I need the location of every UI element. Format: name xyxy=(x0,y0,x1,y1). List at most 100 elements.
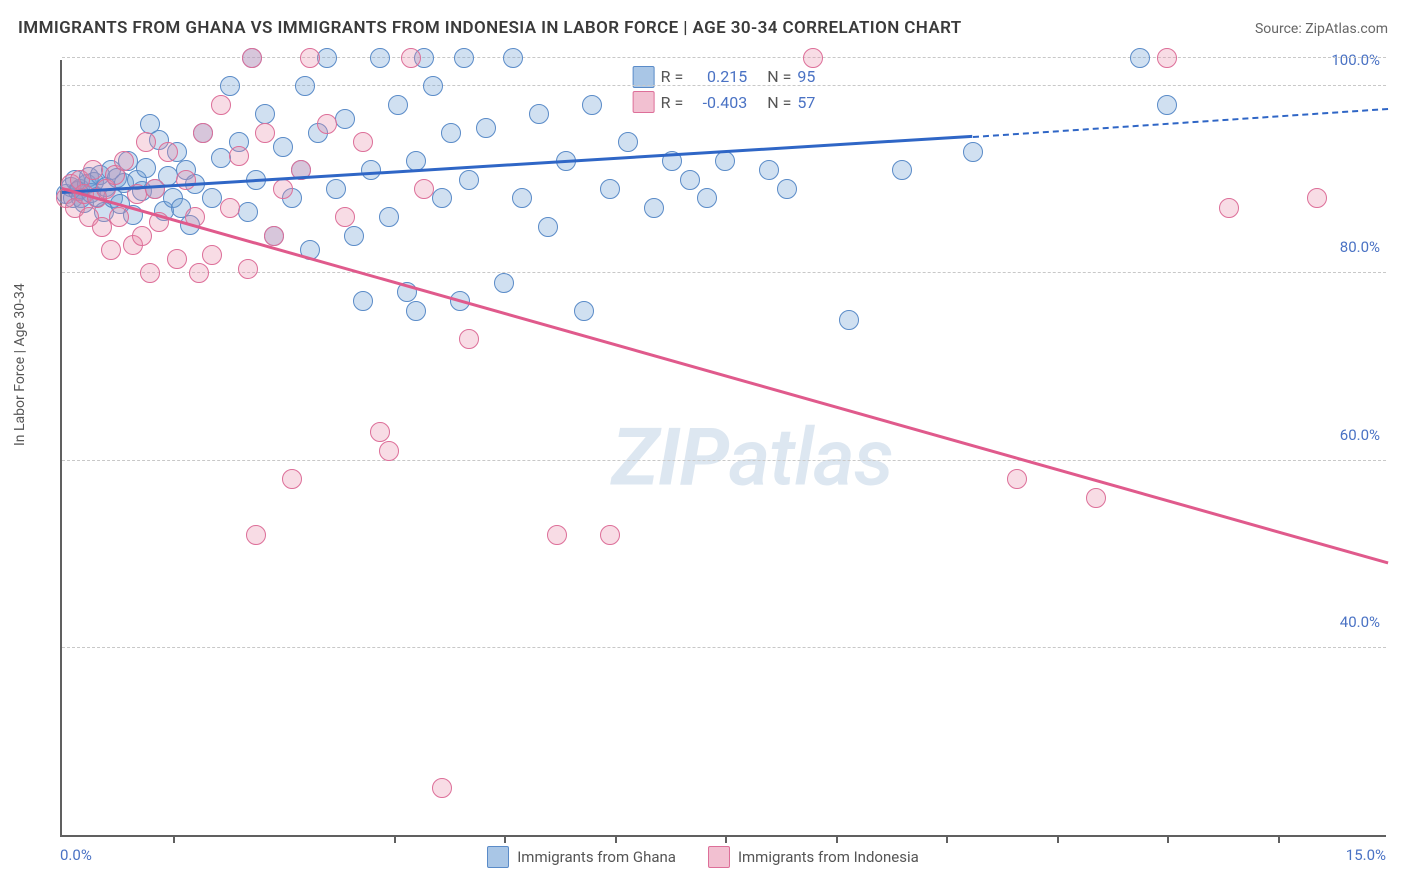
regression-line-extended xyxy=(972,107,1388,137)
data-point xyxy=(335,109,355,129)
n-value: 57 xyxy=(797,90,815,116)
data-point xyxy=(370,422,390,442)
data-point xyxy=(242,48,262,68)
data-point xyxy=(361,160,381,180)
data-point xyxy=(132,226,152,246)
data-point xyxy=(414,179,434,199)
chart-title: IMMIGRANTS FROM GHANA VS IMMIGRANTS FROM… xyxy=(18,18,962,38)
data-point xyxy=(109,207,129,227)
data-point xyxy=(715,151,735,171)
data-point xyxy=(423,76,443,96)
data-point xyxy=(326,179,346,199)
data-point xyxy=(476,118,496,138)
x-tick-label: 15.0% xyxy=(1346,846,1386,864)
data-point xyxy=(145,179,165,199)
data-point xyxy=(353,291,373,311)
y-tick-label: 100.0% xyxy=(1331,51,1380,69)
x-tick xyxy=(1057,835,1059,843)
x-tick xyxy=(504,835,506,843)
data-point xyxy=(759,160,779,180)
data-point xyxy=(370,48,390,68)
data-point xyxy=(644,198,664,218)
data-point xyxy=(600,179,620,199)
legend-item: Immigrants from Ghana xyxy=(487,846,676,868)
data-point xyxy=(238,259,258,279)
data-point xyxy=(238,202,258,222)
legend-label: Immigrants from Indonesia xyxy=(738,848,919,866)
legend-label: Immigrants from Ghana xyxy=(517,848,676,866)
data-point xyxy=(1219,198,1239,218)
data-point xyxy=(406,301,426,321)
data-point xyxy=(229,146,249,166)
watermark-atlas: atlas xyxy=(728,410,892,504)
data-point xyxy=(211,95,231,115)
data-point xyxy=(255,104,275,124)
data-point xyxy=(1086,488,1106,508)
data-point xyxy=(379,441,399,461)
data-point xyxy=(459,170,479,190)
source-label: Source: ZipAtlas.com xyxy=(1255,21,1388,37)
regression-line xyxy=(62,187,1389,564)
data-point xyxy=(618,132,638,152)
data-point xyxy=(839,310,859,330)
data-point xyxy=(454,48,474,68)
data-point xyxy=(114,151,134,171)
data-point xyxy=(335,207,355,227)
x-tick xyxy=(836,835,838,843)
data-point xyxy=(317,114,337,134)
gridline xyxy=(62,647,1386,648)
data-point xyxy=(503,48,523,68)
r-value: -0.403 xyxy=(689,90,747,116)
series-legend: Immigrants from Ghana Immigrants from Ind… xyxy=(0,846,1406,868)
x-tick xyxy=(725,835,727,843)
data-point xyxy=(441,123,461,143)
x-tick-label: 0.0% xyxy=(60,846,92,864)
data-point xyxy=(379,207,399,227)
x-tick xyxy=(946,835,948,843)
data-point xyxy=(432,778,452,798)
data-point xyxy=(963,142,983,162)
x-tick xyxy=(615,835,617,843)
data-point xyxy=(529,104,549,124)
data-point xyxy=(777,179,797,199)
data-point xyxy=(140,263,160,283)
data-point xyxy=(176,170,196,190)
data-point xyxy=(538,217,558,237)
data-point xyxy=(344,226,364,246)
data-point xyxy=(136,158,156,178)
data-point xyxy=(697,188,717,208)
data-point xyxy=(158,142,178,162)
data-point xyxy=(547,525,567,545)
data-point xyxy=(494,273,514,293)
legend-swatch xyxy=(487,846,509,868)
data-point xyxy=(220,198,240,218)
y-tick-label: 80.0% xyxy=(1340,238,1380,256)
data-point xyxy=(136,132,156,152)
data-point xyxy=(1157,48,1177,68)
legend-swatch xyxy=(708,846,730,868)
data-point xyxy=(193,123,213,143)
x-tick xyxy=(1278,835,1280,843)
correlation-legend: R = 0.215N = 95R = -0.403N = 57 xyxy=(633,64,816,115)
data-point xyxy=(273,137,293,157)
data-point xyxy=(83,160,103,180)
data-point xyxy=(1130,48,1150,68)
data-point xyxy=(574,301,594,321)
data-point xyxy=(189,263,209,283)
data-point xyxy=(255,123,275,143)
data-point xyxy=(295,76,315,96)
data-point xyxy=(282,469,302,489)
y-tick-label: 60.0% xyxy=(1340,426,1380,444)
data-point xyxy=(246,525,266,545)
data-point xyxy=(101,240,121,260)
watermark-zip: ZIP xyxy=(612,410,729,504)
data-point xyxy=(892,160,912,180)
legend-item: Immigrants from Indonesia xyxy=(708,846,919,868)
data-point xyxy=(202,245,222,265)
data-point xyxy=(300,48,320,68)
y-axis-label: In Labor Force | Age 30-34 xyxy=(12,283,28,446)
data-point xyxy=(401,48,421,68)
scatter-chart: ZIPatlas R = 0.215N = 95R = -0.403N = 57… xyxy=(60,60,1386,837)
data-point xyxy=(388,95,408,115)
data-point xyxy=(459,329,479,349)
